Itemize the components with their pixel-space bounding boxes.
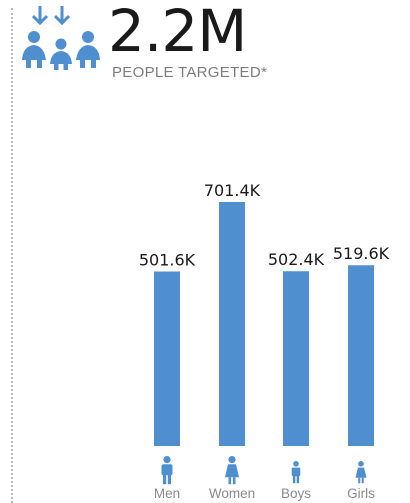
- people-targeted-icon: [22, 6, 100, 70]
- divider-dotted-line: [11, 8, 13, 503]
- category-label-women: Women: [209, 486, 255, 501]
- category-label-boys: Boys: [281, 486, 311, 501]
- value-label-men: 501.6K: [139, 251, 196, 270]
- people-targeted-value: 2.2M: [108, 0, 247, 65]
- woman-icon: [225, 456, 239, 485]
- man-icon: [161, 456, 173, 485]
- category-label-men: Men: [154, 486, 180, 501]
- bar-boys: [283, 271, 309, 446]
- category-label-girls: Girls: [347, 486, 375, 501]
- girl-icon: [355, 461, 367, 484]
- people-targeted-label: PEOPLE TARGETED*: [112, 64, 268, 81]
- value-label-boys: 502.4K: [268, 250, 325, 269]
- bar-girls: [348, 265, 374, 446]
- boy-icon: [291, 461, 301, 484]
- value-label-women: 701.4K: [204, 181, 261, 200]
- value-label-girls: 519.6K: [333, 244, 390, 263]
- bar-women: [219, 202, 245, 446]
- bar-men: [154, 271, 180, 446]
